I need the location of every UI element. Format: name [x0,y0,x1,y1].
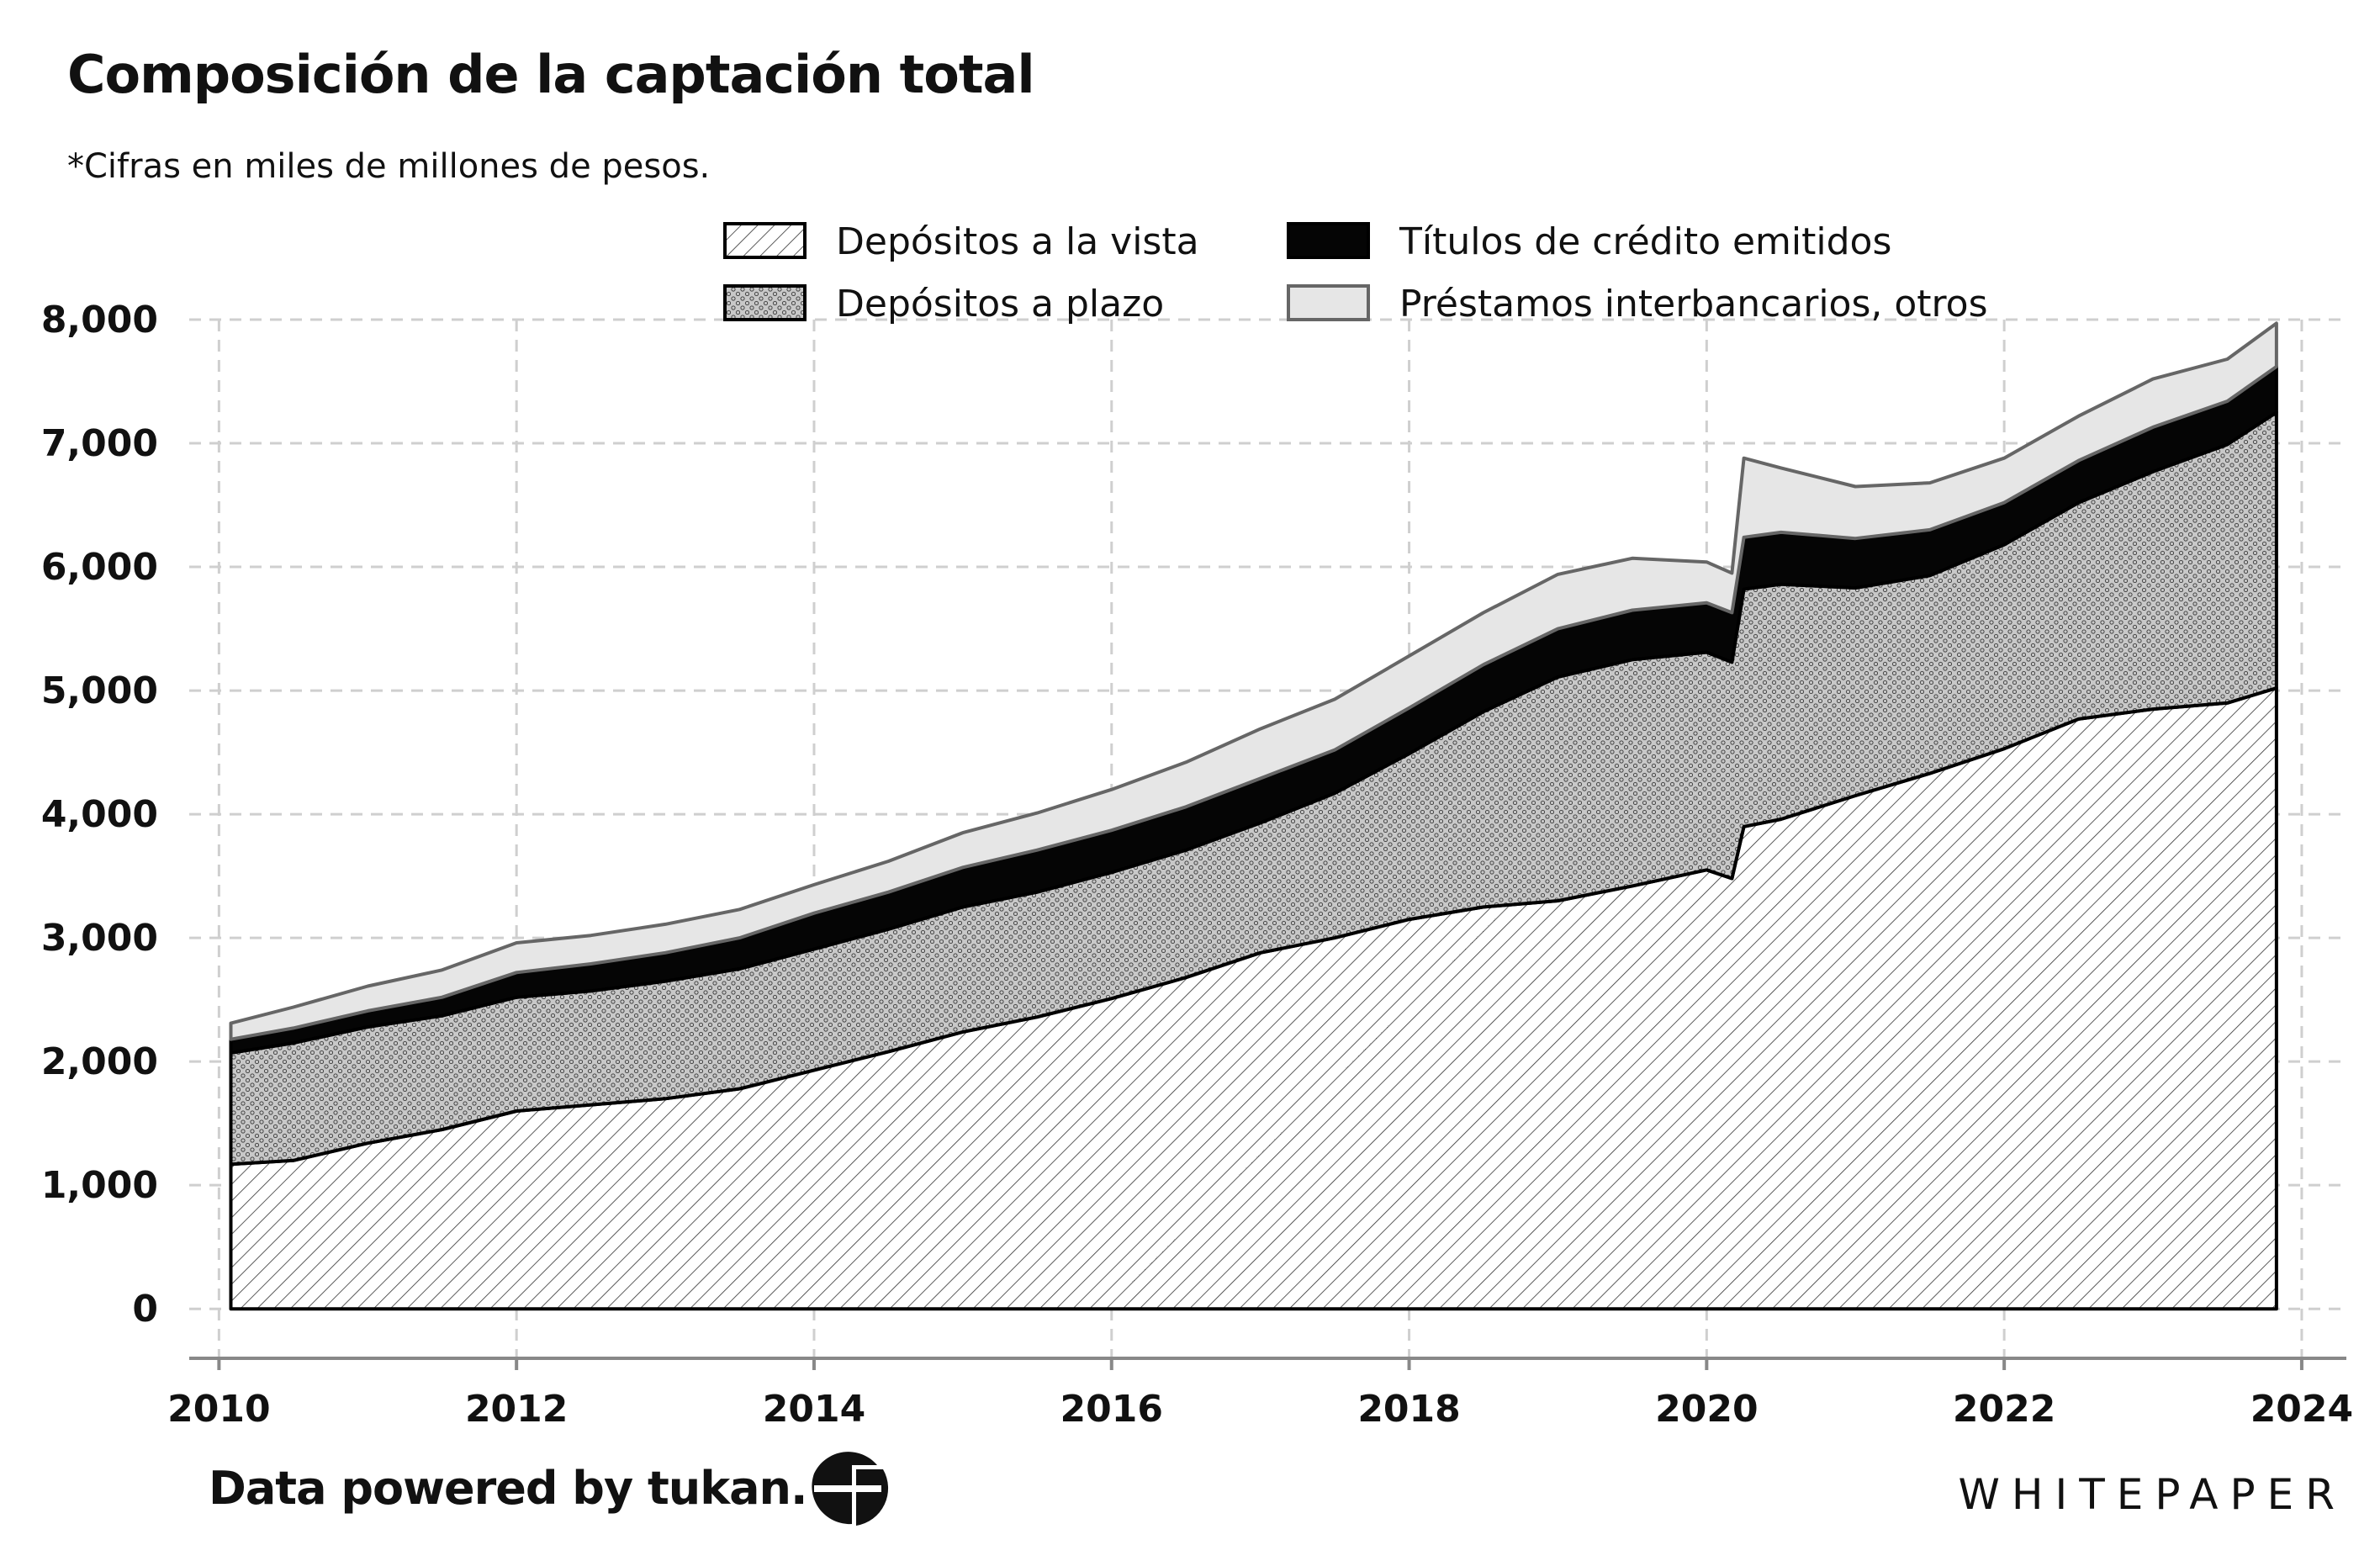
x-tick-label: 2012 [465,1388,568,1431]
data-source-credit: Data powered by tukan. [209,1462,808,1515]
y-tick-label: 5,000 [41,669,158,712]
y-tick-label: 6,000 [41,546,158,589]
tukan-logo-icon [812,1452,889,1526]
legend-swatch-4 [1287,284,1370,321]
legend-label-3: Títulos de crédito emitidos [1399,220,1891,263]
whitepaper-brand: WHITEPAPER [1958,1470,2346,1519]
chart-subtitle: *Cifras en miles de millones de pesos. [67,147,711,186]
x-tick-label: 2010 [167,1388,270,1431]
y-tick-label: 2,000 [41,1040,158,1083]
y-tick-label: 0 [132,1288,158,1331]
area-series-4 [229,321,2278,1041]
x-tick-label: 2014 [763,1388,865,1431]
legend-swatch-2 [723,284,807,321]
legend-swatch-3 [1287,222,1370,259]
chart-title: Composición de la captación total [67,44,1035,105]
y-tick-label: 8,000 [41,299,158,341]
legend-swatch-1 [723,222,807,259]
y-tick-label: 4,000 [41,793,158,836]
x-tick-label: 2020 [1655,1388,1758,1431]
x-tick-label: 2022 [1953,1388,2055,1431]
y-tick-label: 3,000 [41,917,158,960]
x-tick-label: 2016 [1060,1388,1163,1431]
x-tick-label: 2024 [2250,1388,2353,1431]
legend-label-2: Depósitos a plazo [836,283,1164,325]
y-tick-label: 7,000 [41,422,158,465]
x-tick-label: 2018 [1357,1388,1460,1431]
legend: Depósitos a la vista Depósitos a plazo Tít… [723,220,1988,325]
axes: 2010 2012 2014 2016 2018 2020 2022 2024 0 1,000 2,… [41,299,2353,1431]
series-areas [229,321,2278,1311]
legend-label-1: Depósitos a la vista [836,220,1199,263]
legend-label-4: Préstamos interbancarios, otros [1399,283,1988,325]
y-tick-label: 1,000 [41,1164,158,1207]
